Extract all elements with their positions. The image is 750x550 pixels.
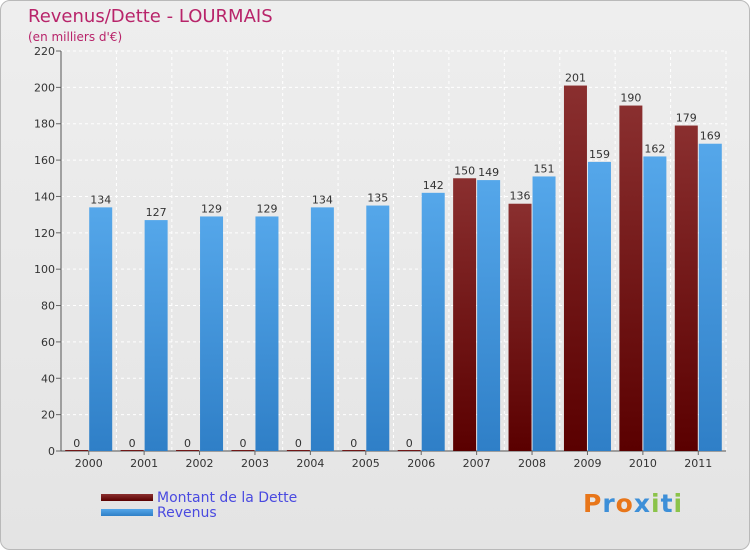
value-label-revenus-2003: 129 [256, 202, 277, 215]
bars [65, 85, 722, 452]
xtick-label-2011: 2011 [684, 457, 712, 470]
ytick-label-120: 120 [34, 227, 55, 240]
value-label-revenus-2001: 127 [146, 206, 167, 219]
value-label-dette-2011: 179 [676, 112, 697, 125]
xtick-label-2002: 2002 [186, 457, 214, 470]
bar-revenus-2004 [310, 207, 334, 451]
ytick-label-140: 140 [34, 190, 55, 203]
value-label-dette-2002: 0 [184, 437, 191, 450]
bar-dette-2009 [563, 85, 587, 451]
bar-dette-2010 [619, 105, 643, 451]
xtick-label-2005: 2005 [352, 457, 380, 470]
ytick-label-160: 160 [34, 154, 55, 167]
bar-dette-2011 [674, 125, 698, 451]
value-label-dette-2004: 0 [295, 437, 302, 450]
bar-dette-2003 [231, 450, 255, 451]
value-label-revenus-2009: 159 [589, 148, 610, 161]
value-label-revenus-2005: 135 [367, 192, 388, 205]
bar-dette-2008 [508, 203, 532, 451]
labels: 0 134 0 127 0 129 0 129 0 134 0 135 0 142 150 149 136 151… [73, 72, 721, 450]
xtick-label-2004: 2004 [296, 457, 324, 470]
proxiti-logo: Proxiti [583, 489, 683, 518]
bar-revenus-2007 [477, 180, 501, 451]
bar-dette-2007 [453, 178, 477, 452]
ytick-label-220: 220 [34, 45, 55, 58]
legend-swatch-dette [101, 494, 153, 501]
ytick-label-200: 200 [34, 81, 55, 94]
xtick-label-2009: 2009 [573, 457, 601, 470]
value-label-dette-2008: 136 [510, 190, 531, 203]
ytick-label-60: 60 [41, 336, 55, 349]
value-label-revenus-2010: 162 [644, 142, 665, 155]
value-label-revenus-2008: 151 [534, 162, 555, 175]
logo-letter: i [651, 489, 661, 518]
value-label-dette-2001: 0 [129, 437, 136, 450]
value-label-revenus-2007: 149 [478, 166, 499, 179]
bar-revenus-2001 [144, 220, 168, 451]
bar-revenus-2009 [587, 161, 611, 451]
chart-title: Revenus/Dette - LOURMAIS [28, 6, 273, 27]
bar-dette-2006 [397, 450, 421, 451]
value-label-dette-2000: 0 [73, 437, 80, 450]
bar-dette-2005 [342, 450, 366, 451]
logo-letter: P [583, 489, 603, 518]
xtick-label-2000: 2000 [75, 457, 103, 470]
bar-revenus-2008 [532, 176, 556, 452]
logo-letter: o [615, 489, 634, 518]
logo-letter: r [602, 489, 616, 518]
value-label-revenus-2006: 142 [423, 179, 444, 192]
value-label-dette-2010: 190 [620, 92, 641, 105]
legend-item-dette: Montant de la Dette [101, 487, 297, 506]
ytick-label-80: 80 [41, 300, 55, 313]
bar-revenus-2002 [200, 216, 224, 451]
value-label-revenus-2011: 169 [700, 130, 721, 143]
ytick-label-100: 100 [34, 263, 55, 276]
legend-label-dette: Montant de la Dette [157, 489, 298, 506]
value-label-revenus-2002: 129 [201, 202, 222, 215]
xtick-label-2001: 2001 [130, 457, 158, 470]
bar-dette-2002 [176, 450, 200, 451]
chart-subtitle: (en milliers d'€) [28, 30, 123, 44]
logo-letter: x [633, 489, 651, 518]
legend: Montant de la Dette Revenus [101, 487, 297, 521]
xtick-label-2006: 2006 [407, 457, 435, 470]
ytick-label-40: 40 [41, 372, 55, 385]
bar-dette-2001 [120, 450, 144, 451]
bar-dette-2004 [286, 450, 310, 451]
xtick-label-2008: 2008 [518, 457, 546, 470]
bar-dette-2000 [65, 450, 89, 451]
legend-item-revenus: Revenus [101, 502, 297, 521]
grid-lines [60, 50, 727, 452]
bar-revenus-2005 [366, 205, 390, 451]
bar-revenus-2011 [698, 143, 722, 451]
bar-revenus-2000 [89, 207, 113, 451]
ytick-label-20: 20 [41, 409, 55, 422]
legend-swatch-revenus [101, 509, 153, 516]
axes: 0 20 40 60 80 100 120 140 160 180 200 220 2000 2001 20… [34, 45, 726, 470]
xtick-label-2010: 2010 [629, 457, 657, 470]
value-label-dette-2007: 150 [454, 164, 475, 177]
xtick-label-2003: 2003 [241, 457, 269, 470]
logo-letter: i [673, 489, 684, 518]
bar-revenus-2006 [421, 192, 445, 451]
value-label-revenus-2004: 134 [312, 193, 333, 206]
value-label-dette-2005: 0 [350, 437, 357, 450]
xtick-label-2007: 2007 [463, 457, 491, 470]
bar-revenus-2003 [255, 216, 279, 451]
logo-letter: t [660, 489, 674, 518]
value-label-dette-2006: 0 [406, 437, 413, 450]
bar-revenus-2010 [643, 156, 667, 452]
ytick-label-0: 0 [48, 445, 55, 458]
ytick-label-180: 180 [34, 118, 55, 131]
value-label-dette-2003: 0 [239, 437, 246, 450]
legend-label-revenus: Revenus [157, 504, 217, 521]
value-label-revenus-2000: 134 [90, 193, 111, 206]
value-label-dette-2009: 201 [565, 72, 586, 85]
